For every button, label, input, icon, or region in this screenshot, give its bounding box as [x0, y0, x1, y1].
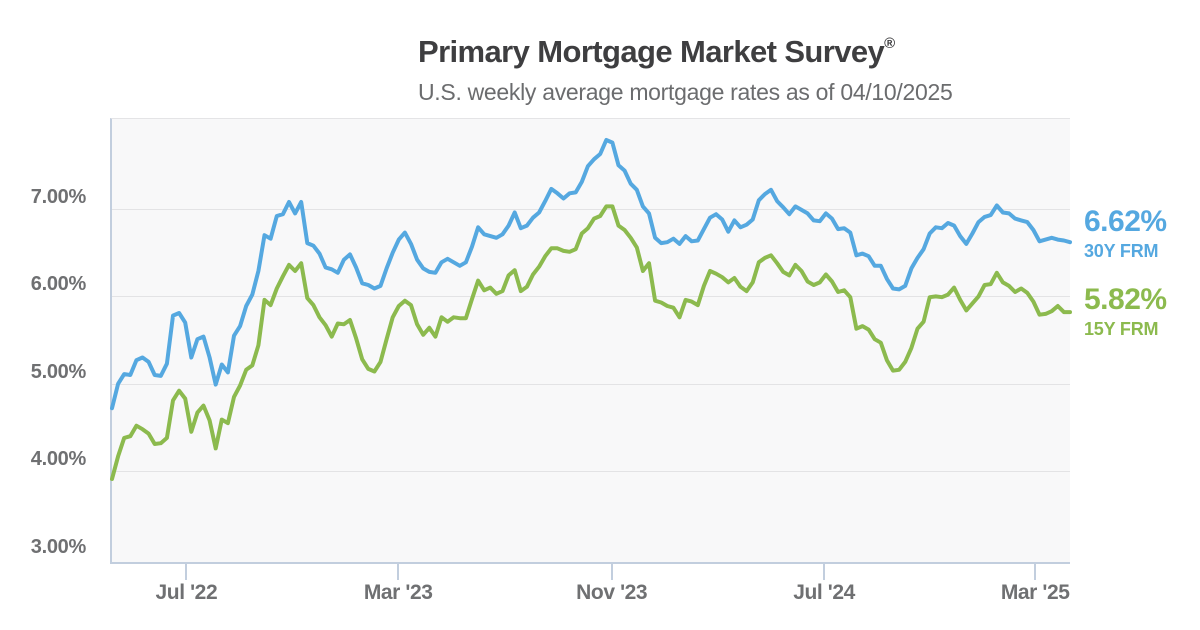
- legend-15y-series-label: 15Y FRM: [1084, 319, 1159, 339]
- legend-30y-series-label: 30Y FRM: [1084, 241, 1159, 261]
- chart-header: Primary Mortgage Market Survey® U.S. wee…: [418, 26, 953, 106]
- x-tick-Jul '24: [823, 564, 826, 580]
- x-tick-label-Jul '22: Jul '22: [155, 581, 218, 604]
- plot-area: [110, 118, 1070, 564]
- chart-subtitle: U.S. weekly average mortgage rates as of…: [418, 79, 953, 105]
- legend-item-15y-frm: 5.82% 15Y FRM: [1084, 283, 1167, 340]
- x-tick-label-Jul '24: Jul '24: [793, 581, 855, 604]
- gridline-5.00%: [112, 383, 1070, 385]
- chart-title: Primary Mortgage Market Survey®: [418, 26, 952, 70]
- chart-title-text: Primary Mortgage Market Survey: [418, 34, 885, 69]
- x-tick-Mar '23: [397, 564, 400, 580]
- y-tick-label-7.00%: 7.00%: [30, 185, 87, 208]
- registered-trademark-symbol: ®: [884, 35, 895, 52]
- y-tick-label-5.00%: 5.00%: [30, 360, 87, 383]
- x-tick-label-Mar '23: Mar '23: [363, 581, 433, 604]
- chart-legend: 6.62% 30Y FRM 5.82% 15Y FRM: [1084, 205, 1167, 340]
- gridline-6.00%: [112, 296, 1070, 298]
- x-tick-Nov '23: [610, 564, 613, 580]
- x-tick-label-Nov '23: Nov '23: [576, 581, 648, 604]
- legend-15y-latest-rate: 5.82%: [1084, 283, 1167, 316]
- y-tick-label-3.00%: 3.00%: [30, 535, 87, 558]
- x-tick-label-Mar '25: Mar '25: [1000, 581, 1070, 604]
- x-tick-Jul '22: [185, 564, 188, 580]
- legend-item-30y-frm: 6.62% 30Y FRM: [1084, 205, 1167, 262]
- x-tick-Mar '25: [1034, 564, 1037, 580]
- y-tick-label-4.00%: 4.00%: [30, 448, 87, 471]
- y-tick-label-6.00%: 6.00%: [30, 273, 87, 296]
- gridline-4.00%: [112, 471, 1070, 473]
- gridline-7.00%: [112, 209, 1070, 210]
- legend-30y-latest-rate: 6.62%: [1084, 205, 1167, 238]
